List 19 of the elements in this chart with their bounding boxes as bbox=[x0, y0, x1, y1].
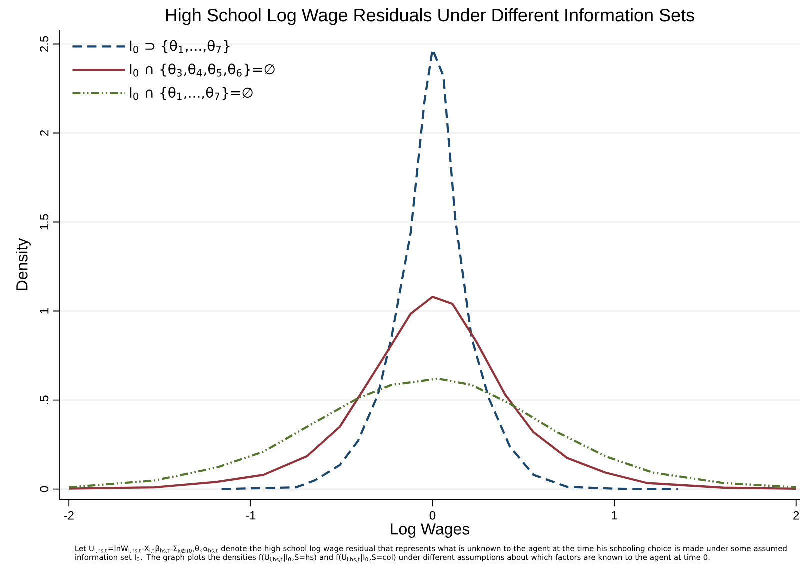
x-tick-label: 2 bbox=[794, 511, 800, 520]
x-tick-label: -2 bbox=[64, 511, 74, 520]
line-series bbox=[68, 296, 798, 490]
x-tick-label: -1 bbox=[246, 511, 256, 520]
text: I$_{0}$ ∩ {θ$_{3}$,θ$_{4}$,θ$_{5}$,θ$_{6}$}=∅ bbox=[130, 64, 275, 77]
x-axis-title: Log Wages bbox=[391, 524, 470, 538]
y-tick-label: .5 bbox=[40, 396, 49, 404]
x-tick-label: 0 bbox=[430, 511, 436, 520]
x-tick-label: 1 bbox=[612, 511, 618, 520]
y-tick-label: 1 bbox=[40, 308, 49, 314]
legend-label: I$_{0}$ ⊃ {θ$_{1}$,...,θ$_{7}$} bbox=[130, 40, 230, 54]
y-axis-title: Density bbox=[16, 238, 31, 290]
legend-label: I$_{0}$ ∩ {θ$_{1}$,...,θ$_{7}$}=∅ bbox=[130, 87, 253, 100]
y-tick-label: 0 bbox=[40, 486, 49, 492]
y-tick-label: 1.5 bbox=[40, 214, 49, 230]
y-tick-label: 2 bbox=[40, 130, 49, 136]
y-tick-label: 2.5 bbox=[40, 36, 49, 52]
line-series bbox=[68, 378, 798, 489]
chart-title: High School Log Wage Residuals Under Different Information Sets bbox=[166, 8, 694, 26]
